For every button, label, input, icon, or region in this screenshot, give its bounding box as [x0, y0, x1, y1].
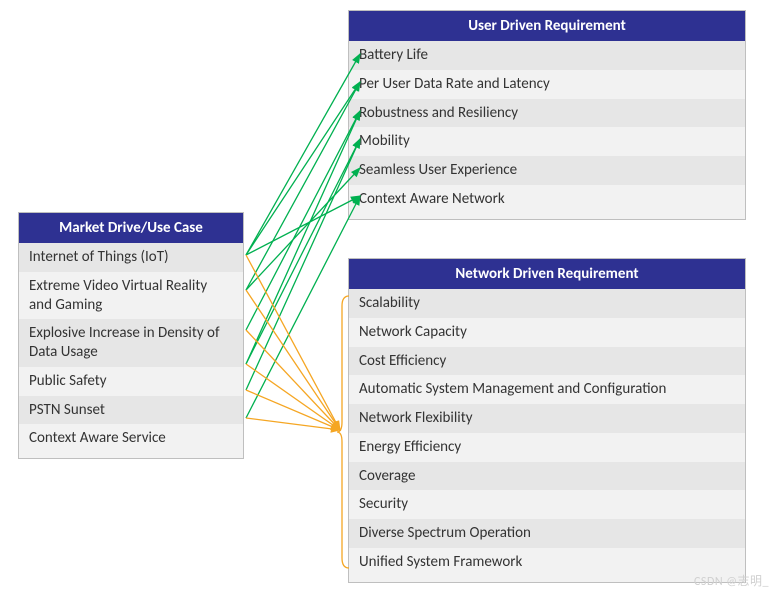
list-item: Per User Data Rate and Latency: [349, 70, 745, 99]
list-item: Unified System Framework: [349, 548, 745, 582]
market-drive-panel: Market Drive/Use Case Internet of Things…: [18, 212, 244, 459]
list-item: Seamless User Experience: [349, 156, 745, 185]
list-item: PSTN Sunset: [19, 396, 243, 425]
list-item: Mobility: [349, 127, 745, 156]
user-driven-panel: User Driven Requirement Battery Life Per…: [348, 10, 746, 220]
list-item: Battery Life: [349, 41, 745, 70]
list-item: Cost Efficiency: [349, 347, 745, 376]
list-item: Explosive Increase in Density of Data Us…: [19, 319, 243, 367]
list-item: Coverage: [349, 462, 745, 491]
market-drive-header: Market Drive/Use Case: [19, 213, 243, 243]
list-item: Extreme Video Virtual Reality and Gaming: [19, 272, 243, 320]
network-driven-panel: Network Driven Requirement Scalability N…: [348, 258, 746, 583]
user-driven-header: User Driven Requirement: [349, 11, 745, 41]
list-item: Context Aware Service: [19, 424, 243, 458]
list-item: Energy Efficiency: [349, 433, 745, 462]
list-item: Network Flexibility: [349, 404, 745, 433]
network-driven-header: Network Driven Requirement: [349, 259, 745, 289]
list-item: Internet of Things (IoT): [19, 243, 243, 272]
list-item: Security: [349, 490, 745, 519]
list-item: Scalability: [349, 289, 745, 318]
list-item: Public Safety: [19, 367, 243, 396]
watermark: CSDN @志明_: [694, 572, 769, 589]
list-item: Network Capacity: [349, 318, 745, 347]
list-item: Automatic System Management and Configur…: [349, 375, 745, 404]
list-item: Context Aware Network: [349, 185, 745, 219]
list-item: Diverse Spectrum Operation: [349, 519, 745, 548]
list-item: Robustness and Resiliency: [349, 99, 745, 128]
